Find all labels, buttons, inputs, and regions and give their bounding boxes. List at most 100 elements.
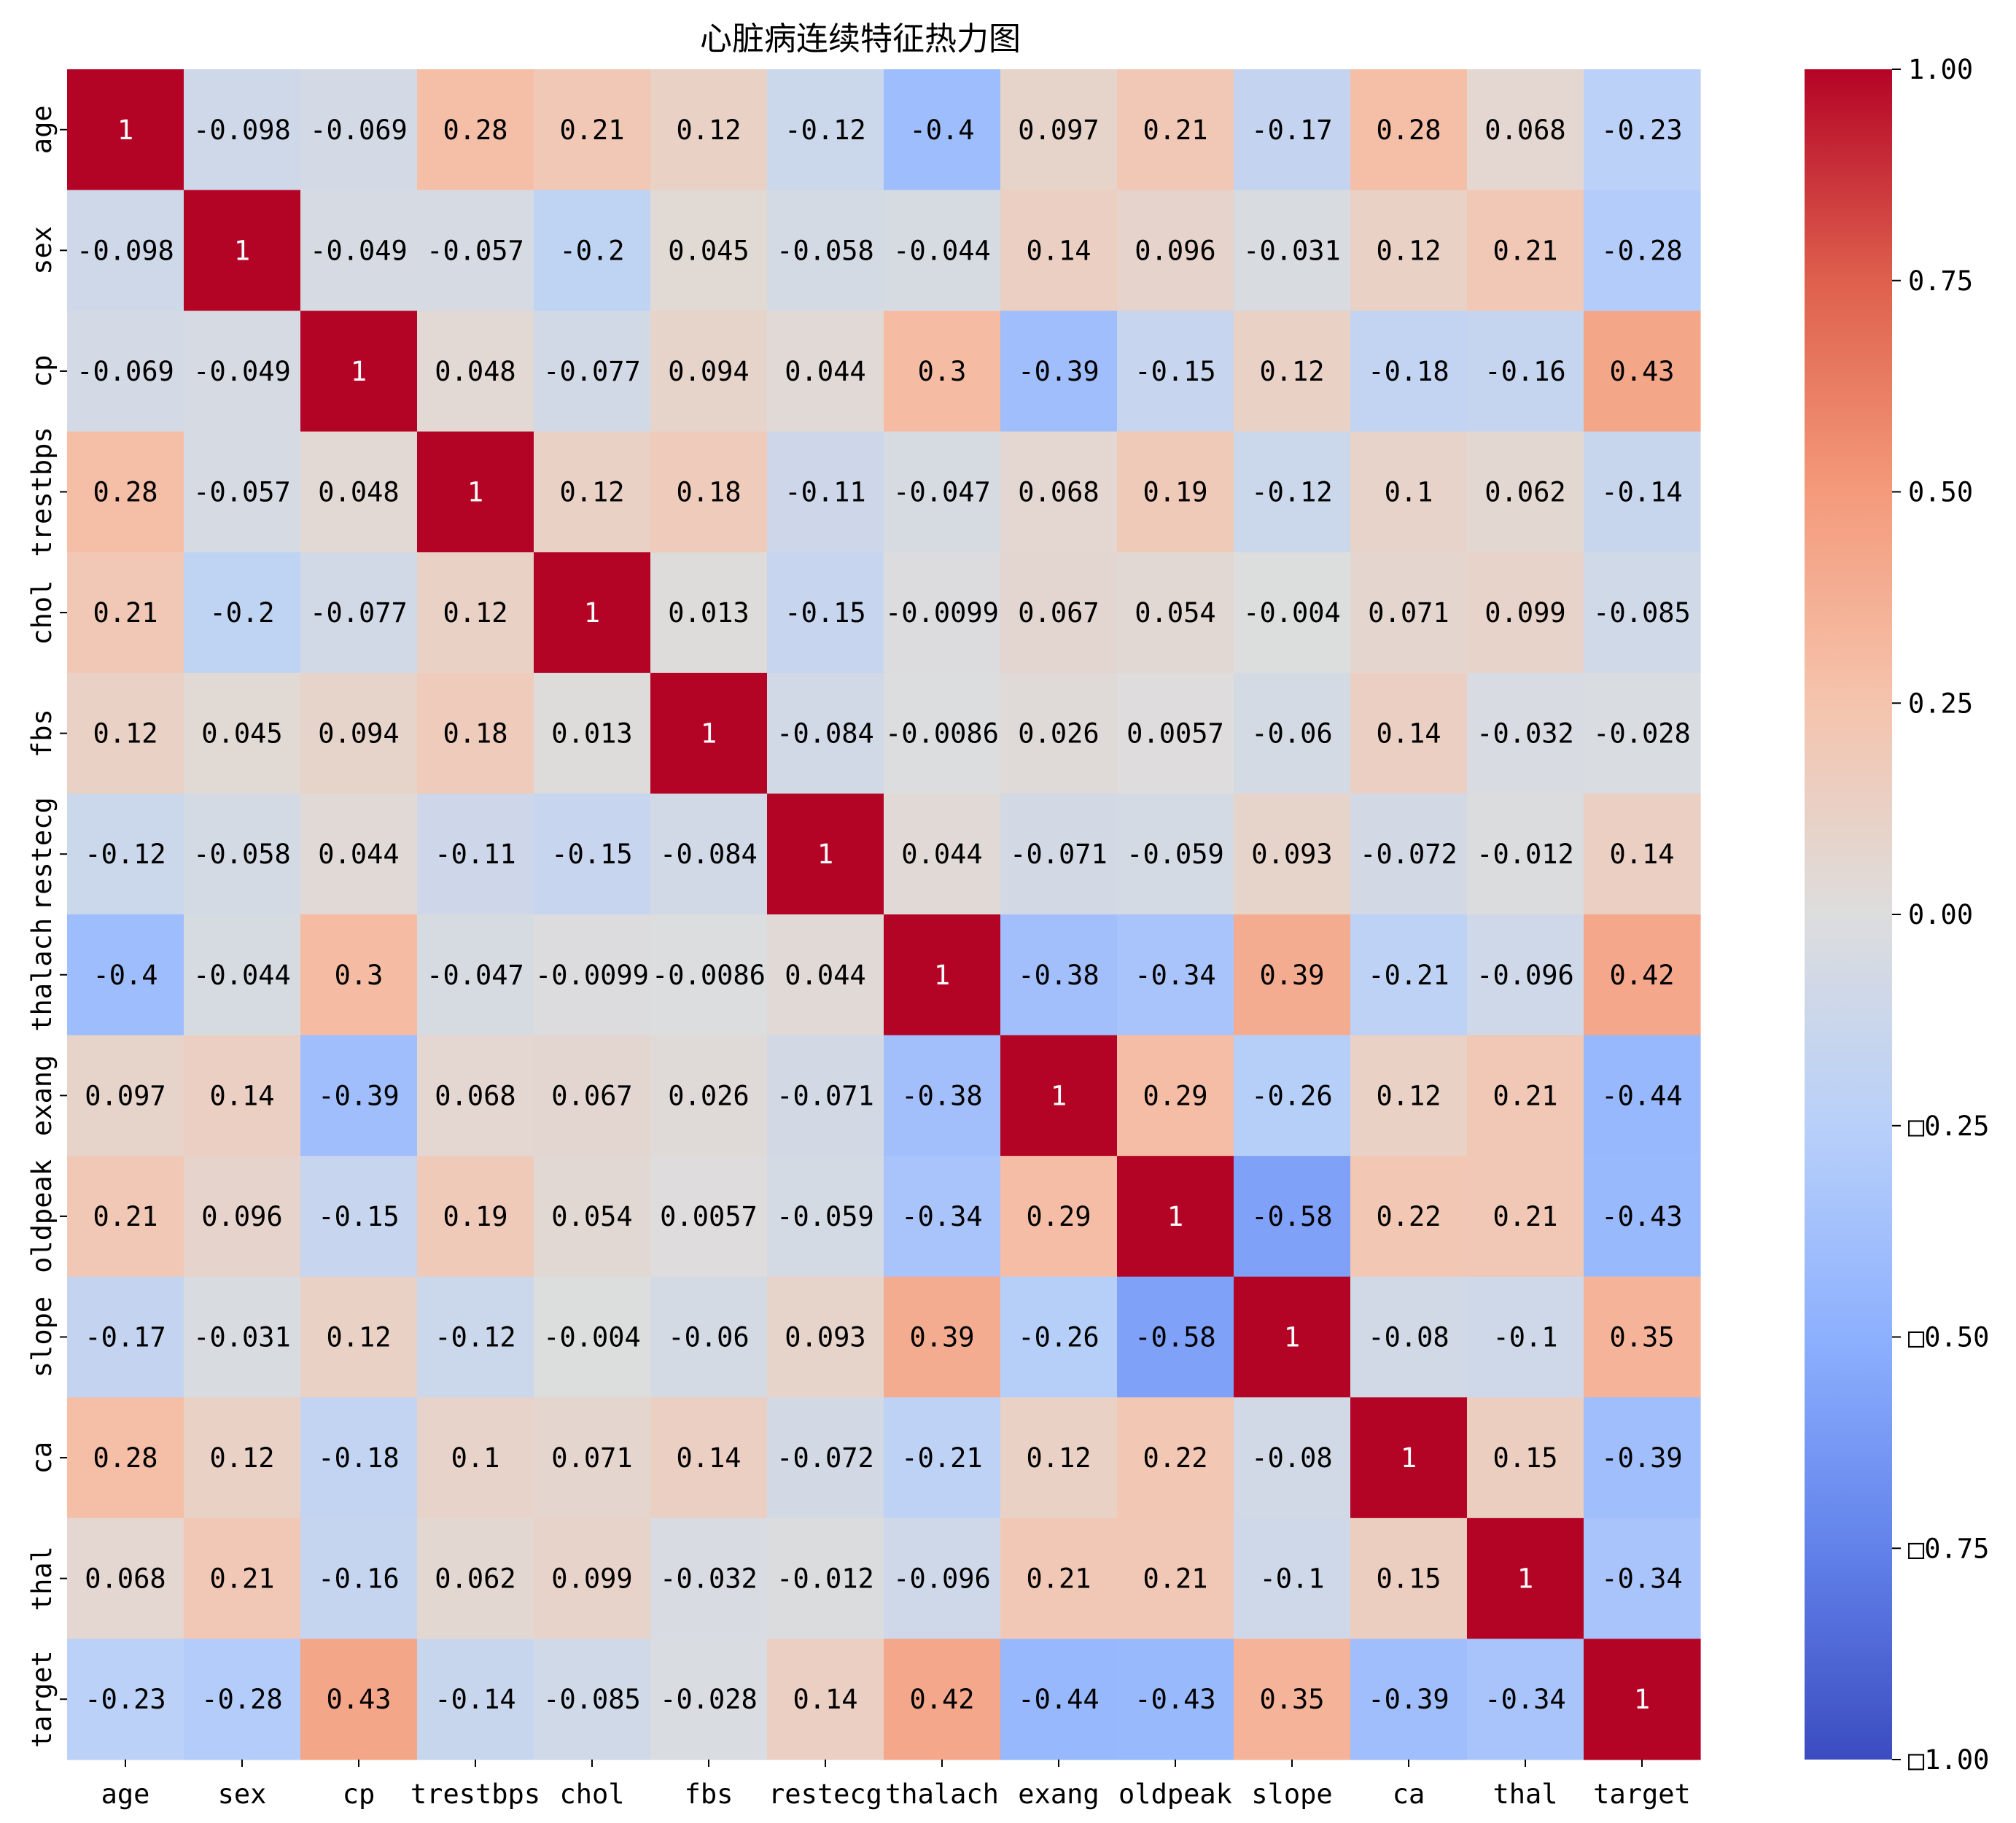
cell-label-age-trestbps: 0.28 — [443, 114, 507, 146]
cell-label-ca-ca: 1 — [1401, 1442, 1417, 1474]
cell-label-sex-target: -0.28 — [1601, 235, 1682, 266]
cell-label-slope-target: 0.35 — [1609, 1322, 1674, 1353]
cell-label-exang-sex: 0.14 — [209, 1080, 274, 1111]
cell-label-restecg-thalach: 0.044 — [901, 839, 982, 870]
cell-sex-oldpeak — [1117, 190, 1234, 311]
x-tick-label-age: age — [101, 1779, 150, 1810]
cell-slope-exang — [1000, 1276, 1118, 1398]
cell-label-thal-thalach: -0.096 — [893, 1563, 991, 1595]
cell-label-exang-chol: 0.067 — [551, 1080, 632, 1111]
cell-restecg-ca — [1350, 793, 1468, 915]
cell-oldpeak-sex — [184, 1156, 301, 1278]
cell-label-slope-ca: -0.08 — [1368, 1322, 1449, 1353]
cell-label-thal-ca: 0.15 — [1376, 1563, 1441, 1595]
cell-label-target-sex: -0.28 — [201, 1684, 282, 1715]
y-tick-label-age: age — [26, 105, 58, 154]
cell-label-thal-fbs: -0.032 — [660, 1563, 758, 1595]
cell-target-ca — [1350, 1639, 1468, 1760]
cell-age-trestbps — [417, 69, 534, 191]
cell-label-exang-restecg: -0.071 — [777, 1080, 874, 1111]
cell-label-restecg-slope: 0.093 — [1251, 839, 1332, 870]
cell-restecg-thal — [1467, 793, 1584, 915]
cell-label-fbs-thal: -0.032 — [1476, 718, 1574, 750]
cell-fbs-thalach — [884, 672, 1001, 795]
cell-label-age-fbs: 0.12 — [676, 114, 741, 146]
x-tick-label-trestbps: trestbps — [410, 1779, 540, 1810]
x-tick-label-thal: thal — [1492, 1779, 1557, 1810]
cell-ca-ca — [1350, 1397, 1468, 1519]
cell-label-cp-target: 0.43 — [1609, 356, 1674, 387]
cell-label-cp-age: -0.069 — [77, 356, 174, 387]
cell-label-fbs-chol: 0.013 — [551, 718, 632, 750]
cell-ca-cp — [300, 1397, 418, 1519]
cell-thalach-oldpeak — [1117, 914, 1234, 1036]
cell-label-trestbps-sex: -0.057 — [193, 477, 291, 508]
colorbar-tick-label-1: 0.75 — [1908, 265, 1973, 297]
cell-age-thalach — [884, 69, 1001, 191]
cell-label-thalach-fbs: -0.0086 — [652, 960, 766, 991]
cell-exang-slope — [1234, 1035, 1351, 1157]
cell-exang-chol — [534, 1035, 651, 1157]
cell-label-cp-slope: 0.12 — [1259, 356, 1324, 387]
cell-label-sex-exang: 0.14 — [1026, 235, 1091, 266]
cell-thal-fbs — [650, 1517, 768, 1640]
cell-label-target-slope: 0.35 — [1259, 1684, 1324, 1715]
cell-label-slope-oldpeak: -0.58 — [1135, 1322, 1215, 1353]
cell-label-restecg-chol: -0.15 — [551, 839, 632, 870]
cell-label-slope-exang: -0.26 — [1018, 1322, 1099, 1353]
cell-thalach-trestbps — [417, 914, 534, 1036]
cell-ca-target — [1584, 1397, 1701, 1519]
cell-label-chol-oldpeak: 0.054 — [1135, 597, 1215, 629]
cell-ca-chol — [534, 1397, 651, 1519]
cell-label-age-thal: 0.068 — [1484, 114, 1565, 146]
cell-thalach-target — [1584, 914, 1701, 1036]
cell-label-exang-target: -0.44 — [1601, 1080, 1682, 1111]
cell-age-ca — [1350, 69, 1468, 191]
cell-label-trestbps-fbs: 0.18 — [676, 477, 741, 508]
y-tick-label-slope: slope — [26, 1297, 58, 1377]
cell-target-slope — [1234, 1639, 1351, 1760]
cell-restecg-target — [1584, 793, 1701, 915]
cell-label-target-oldpeak: -0.43 — [1135, 1684, 1215, 1715]
heatmap-cells: 1 -0.098 -0.069 0.28 0.21 0.12 -0.12 -0.4 0.097 0… — [67, 69, 1701, 1760]
cell-sex-slope — [1234, 190, 1351, 311]
cell-trestbps-sex — [184, 431, 301, 553]
cell-label-ca-thal: 0.15 — [1492, 1442, 1557, 1474]
cell-oldpeak-restecg — [767, 1156, 884, 1278]
cell-label-chol-ca: 0.071 — [1368, 597, 1449, 629]
cell-exang-thal — [1467, 1035, 1584, 1157]
cell-ca-trestbps — [417, 1397, 534, 1519]
cell-label-trestbps-restecg: -0.11 — [785, 477, 865, 508]
cell-sex-cp — [300, 190, 418, 311]
cell-trestbps-target — [1584, 431, 1701, 553]
cell-exang-oldpeak — [1117, 1035, 1234, 1157]
cell-label-exang-trestbps: 0.068 — [435, 1080, 515, 1111]
cell-label-chol-exang: 0.067 — [1018, 597, 1099, 629]
cell-label-oldpeak-slope: -0.58 — [1251, 1201, 1332, 1232]
cell-label-thalach-ca: -0.21 — [1368, 960, 1449, 991]
cell-target-chol — [534, 1639, 651, 1760]
cell-age-chol — [534, 69, 651, 191]
cell-label-thalach-oldpeak: -0.34 — [1135, 960, 1215, 991]
cell-label-exang-oldpeak: 0.29 — [1143, 1080, 1207, 1111]
cell-chol-thal — [1467, 552, 1584, 674]
x-tick-label-ca: ca — [1393, 1779, 1425, 1810]
cell-label-exang-age: 0.097 — [85, 1080, 166, 1111]
colorbar-tick-label-5: □0.25 — [1908, 1111, 1989, 1142]
cell-cp-cp — [300, 311, 418, 432]
cell-ca-age — [67, 1397, 184, 1519]
cell-restecg-trestbps — [417, 793, 534, 915]
cell-target-fbs — [650, 1639, 768, 1760]
cell-label-exang-exang: 1 — [1051, 1080, 1067, 1111]
cell-label-exang-ca: 0.12 — [1376, 1080, 1441, 1111]
cell-label-thalach-age: -0.4 — [93, 960, 157, 991]
cell-label-fbs-fbs: 1 — [701, 718, 717, 750]
cell-label-ca-target: -0.39 — [1601, 1442, 1682, 1474]
cell-trestbps-thalach — [884, 431, 1001, 553]
cell-label-thalach-chol: -0.0099 — [535, 960, 649, 991]
cell-label-thal-thal: 1 — [1517, 1563, 1533, 1595]
cell-label-chol-sex: -0.2 — [209, 597, 274, 629]
cell-restecg-chol — [534, 793, 651, 915]
cell-label-ca-thalach: -0.21 — [901, 1442, 982, 1474]
